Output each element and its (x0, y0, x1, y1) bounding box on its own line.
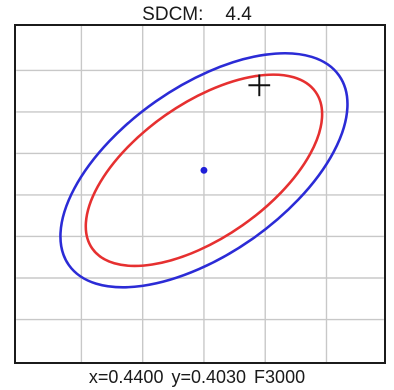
sdcm-title: SDCM: 4.4 (0, 4, 394, 26)
y-coordinate: y=0.4030 (171, 366, 247, 387)
plot-grid (16, 26, 384, 362)
x-coordinate: x=0.4400 (88, 366, 164, 387)
outer-tolerance-ellipse (59, 51, 349, 289)
reference-source: F3000 (254, 366, 306, 387)
chromaticity-plot[interactable] (14, 24, 386, 364)
center-point (200, 166, 208, 174)
plot-canvas[interactable] (16, 26, 384, 362)
crosshair-icon[interactable] (248, 74, 271, 97)
sdcm-label: SDCM: (142, 4, 204, 25)
inner-tolerance-ellipse (84, 73, 324, 268)
sdcm-value: 4.4 (225, 4, 252, 25)
coordinate-readout: x=0.4400 y=0.4030 F3000 (0, 366, 394, 388)
